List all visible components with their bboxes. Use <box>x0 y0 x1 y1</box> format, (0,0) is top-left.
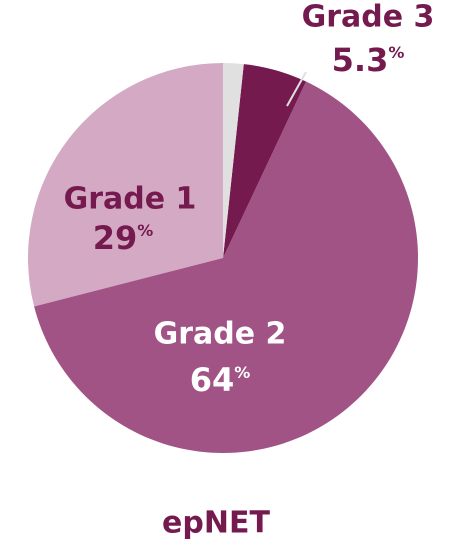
slice-value-label: 64% <box>190 361 251 399</box>
slice-value-label: 5.3% <box>332 41 405 79</box>
chart-title: epNET <box>162 506 270 541</box>
pie-slice <box>223 64 307 258</box>
slice-label: Grade 2 <box>154 317 287 352</box>
pie-slice <box>27 63 224 307</box>
pie-slice <box>34 81 418 454</box>
leader-line <box>286 71 307 107</box>
slice-label: Grade 3 <box>302 0 435 35</box>
slice-label: Grade 1 <box>64 182 197 217</box>
slice-value-label: 29% <box>93 219 154 257</box>
pie-slice <box>223 63 244 258</box>
